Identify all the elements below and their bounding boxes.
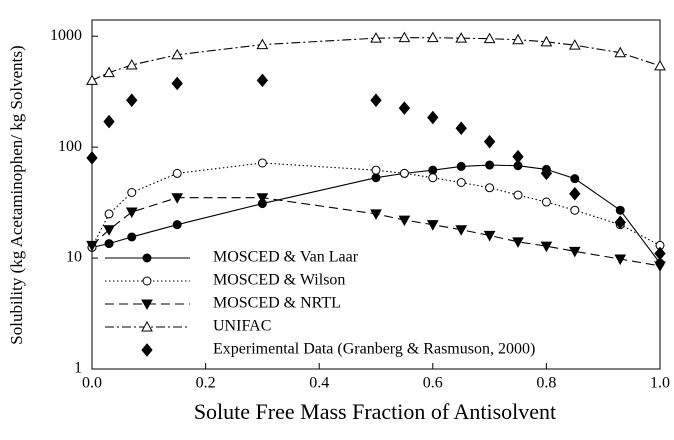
marker — [257, 158, 267, 168]
marker — [398, 215, 411, 227]
marker — [428, 173, 438, 183]
marker — [654, 261, 666, 272]
marker — [399, 168, 409, 178]
legend-label: UNIFAC — [213, 318, 271, 335]
legend-label: MOSCED & Wilson — [213, 272, 345, 289]
marker — [614, 254, 627, 266]
marker — [125, 58, 138, 70]
legend-label: Experimental Data (Granberg & Rasmuson, … — [213, 341, 535, 358]
marker — [141, 343, 153, 357]
series-line — [91, 162, 661, 248]
marker — [127, 188, 137, 198]
plot-frame — [91, 19, 661, 370]
y-tick-label: 10 — [66, 249, 82, 266]
marker — [370, 209, 382, 220]
x-tick-label: 0.2 — [196, 375, 216, 392]
marker — [540, 35, 553, 47]
marker — [483, 230, 496, 242]
marker — [142, 253, 152, 263]
marker — [614, 215, 626, 230]
marker — [426, 220, 439, 231]
marker — [103, 66, 115, 78]
marker — [569, 186, 581, 201]
y-tick-label: 1000 — [50, 27, 82, 44]
marker — [485, 160, 495, 170]
marker — [654, 246, 666, 261]
marker — [426, 31, 439, 43]
marker — [540, 241, 553, 253]
marker — [171, 76, 183, 91]
marker — [455, 121, 467, 136]
marker — [141, 320, 153, 332]
marker — [171, 193, 184, 204]
marker — [428, 165, 438, 175]
marker — [615, 205, 625, 215]
marker — [570, 205, 580, 215]
marker — [485, 183, 495, 193]
marker — [512, 33, 524, 45]
marker — [370, 32, 382, 43]
marker — [127, 232, 137, 242]
marker — [483, 32, 496, 44]
marker — [512, 149, 524, 164]
marker — [371, 173, 381, 183]
y-axis-title: Solubility (kg Acetaminophen/ kg Solvent… — [7, 45, 26, 344]
marker — [104, 239, 114, 249]
marker — [172, 168, 182, 178]
x-tick-label: 0.4 — [309, 375, 329, 392]
legend-label: MOSCED & Van Laar — [213, 249, 359, 266]
marker — [398, 101, 411, 115]
marker — [570, 174, 580, 184]
marker — [455, 32, 468, 43]
x-axis-title: Solute Free Mass Fraction of Antisolvent — [194, 399, 556, 424]
marker — [371, 165, 381, 175]
marker — [104, 209, 114, 219]
y-tick-label: 100 — [58, 138, 82, 155]
marker — [171, 48, 184, 60]
marker — [398, 31, 411, 43]
marker — [86, 74, 98, 85]
marker — [456, 177, 466, 187]
marker — [427, 110, 439, 125]
marker — [513, 190, 523, 200]
y-tick-label: 1 — [74, 360, 82, 377]
marker — [125, 207, 138, 219]
marker — [568, 246, 581, 258]
marker — [483, 134, 496, 149]
marker — [568, 39, 581, 50]
marker — [256, 73, 269, 88]
marker — [256, 38, 269, 50]
marker — [512, 237, 524, 248]
marker — [456, 161, 466, 171]
marker — [256, 193, 269, 204]
x-tick-label: 0.0 — [82, 375, 102, 392]
marker — [541, 197, 551, 207]
marker — [86, 240, 98, 252]
legend-label: MOSCED & NRTL — [213, 295, 341, 312]
marker — [103, 114, 115, 129]
marker — [172, 220, 182, 230]
marker — [540, 166, 553, 181]
x-tick-label: 1.0 — [650, 375, 670, 392]
marker — [455, 225, 468, 236]
x-tick-label: 0.6 — [423, 375, 443, 392]
x-tick-label: 0.8 — [536, 375, 556, 392]
marker — [86, 151, 98, 165]
marker — [103, 225, 115, 236]
marker — [614, 46, 627, 58]
marker — [370, 93, 382, 107]
marker — [126, 93, 138, 107]
marker — [141, 299, 153, 311]
marker — [142, 276, 152, 286]
marker — [654, 59, 666, 71]
